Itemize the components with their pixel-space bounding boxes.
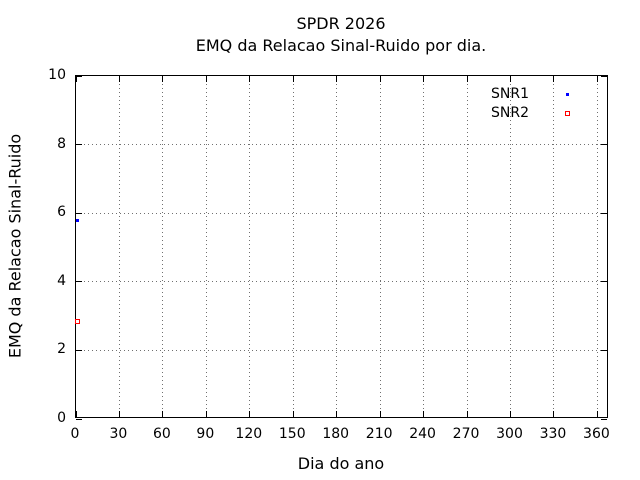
- x-tick-mark: [466, 76, 468, 82]
- x-tick-mark: [118, 76, 120, 82]
- x-tick-label: 180: [322, 426, 350, 442]
- x-tick-mark: [75, 76, 77, 82]
- x-grid-line: [249, 76, 251, 417]
- x-tick-label: 150: [278, 426, 306, 442]
- x-tick-label: 210: [365, 426, 393, 442]
- x-tick-mark: [162, 76, 164, 82]
- x-grid-line: [510, 76, 511, 417]
- x-grid-line: [292, 76, 294, 417]
- data-point-snr2: [74, 318, 80, 324]
- x-tick-mark: [162, 411, 164, 417]
- x-grid-line: [466, 76, 468, 417]
- y-tick-mark: [76, 349, 82, 351]
- x-tick-mark: [336, 76, 338, 82]
- x-tick-label: 300: [496, 426, 523, 442]
- y-tick-label: 0: [57, 410, 66, 426]
- x-grid-line: [205, 76, 207, 417]
- x-tick-mark: [75, 411, 77, 417]
- x-tick-label: 330: [539, 426, 567, 442]
- x-tick-label: 0: [70, 426, 80, 442]
- x-grid-line: [118, 76, 120, 417]
- y-tick-label: 6: [57, 204, 66, 221]
- y-tick-label: 2: [57, 341, 66, 358]
- x-tick-label: 360: [583, 426, 610, 442]
- y-tick-label: 4: [57, 272, 66, 289]
- x-tick-mark: [423, 411, 425, 417]
- y-grid-line: [76, 144, 607, 146]
- x-tick-mark: [510, 76, 511, 82]
- x-tick-mark: [292, 76, 294, 82]
- x-tick-mark: [292, 411, 294, 417]
- y-tick-mark: [601, 212, 607, 214]
- x-tick-mark: [423, 76, 425, 82]
- y-tick-mark: [76, 75, 82, 77]
- x-tick-mark: [249, 411, 251, 417]
- chart-title-line1: SPDR 2026: [296, 14, 386, 33]
- y-tick-mark: [76, 144, 82, 146]
- legend-marker-snr1: [565, 92, 569, 96]
- y-grid-line: [76, 212, 607, 214]
- x-tick-mark: [118, 411, 120, 417]
- x-grid-line: [423, 76, 425, 417]
- x-grid-line: [596, 76, 598, 417]
- y-tick-mark: [601, 418, 607, 420]
- data-point-snr1: [75, 218, 79, 222]
- x-tick-mark: [205, 411, 207, 417]
- x-tick-label: 60: [152, 426, 171, 442]
- x-tick-mark: [379, 411, 381, 417]
- y-tick-label: 8: [57, 135, 66, 152]
- x-grid-line: [336, 76, 338, 417]
- x-tick-label: 30: [109, 426, 128, 442]
- legend-label-snr2: SNR2: [491, 105, 529, 121]
- y-grid-line: [76, 281, 607, 283]
- x-grid-line: [379, 76, 381, 417]
- x-tick-label: 270: [452, 426, 480, 442]
- x-tick-label: 120: [235, 426, 263, 442]
- x-tick-mark: [553, 76, 555, 82]
- y-tick-mark: [601, 281, 607, 283]
- x-tick-mark: [596, 76, 598, 82]
- x-grid-line: [553, 76, 555, 417]
- y-grid-line: [76, 349, 607, 351]
- x-tick-mark: [596, 411, 598, 417]
- y-tick-mark: [601, 349, 607, 351]
- y-axis-label: EMQ da Relacao Sinal-Ruido: [5, 133, 25, 359]
- plot-area: SNR1 SNR2: [74, 75, 608, 420]
- y-tick-mark: [601, 75, 607, 77]
- x-tick-mark: [379, 76, 381, 82]
- chart-title: SPDR 2026 EMQ da Relacao Sinal-Ruido por…: [196, 13, 487, 57]
- x-axis-label: Dia do ano: [297, 454, 385, 473]
- legend-label-snr1: SNR1: [491, 86, 529, 102]
- y-tick-mark: [76, 418, 82, 420]
- y-tick-mark: [76, 212, 82, 214]
- x-tick-mark: [205, 76, 207, 82]
- x-tick-mark: [466, 411, 468, 417]
- x-tick-label: 90: [196, 426, 215, 442]
- y-tick-mark: [76, 281, 82, 283]
- x-tick-mark: [249, 76, 251, 82]
- x-grid-line: [162, 76, 164, 417]
- y-tick-mark: [601, 144, 607, 146]
- legend-marker-snr2: [564, 110, 570, 116]
- x-tick-mark: [510, 411, 511, 417]
- x-tick-mark: [336, 411, 338, 417]
- chart-title-line2: EMQ da Relacao Sinal-Ruido por dia.: [195, 36, 487, 55]
- y-tick-label: 10: [48, 67, 66, 83]
- x-tick-label: 240: [409, 426, 436, 442]
- x-tick-mark: [553, 411, 555, 417]
